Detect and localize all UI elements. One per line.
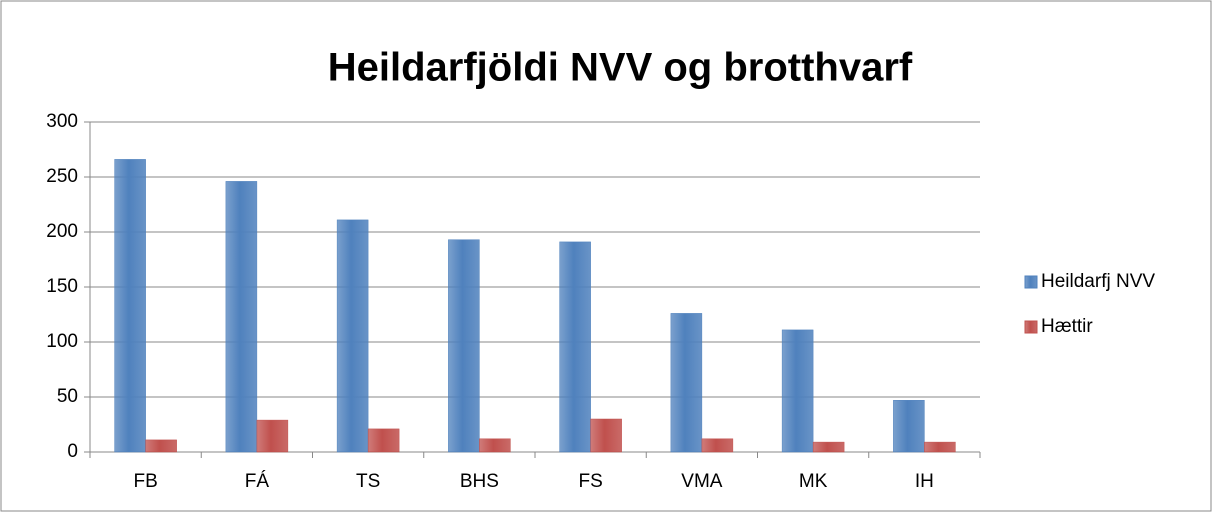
y-tick-label: 150	[46, 276, 78, 297]
bar	[225, 181, 258, 453]
bar	[924, 441, 956, 453]
x-tick-label: FÁ	[245, 471, 270, 492]
x-tick-label: VMA	[681, 471, 723, 492]
bar	[812, 441, 845, 453]
bar	[114, 159, 146, 453]
x-tick-label: IH	[915, 471, 934, 492]
bar	[559, 241, 591, 453]
bar	[670, 313, 703, 453]
y-tick-label: 200	[46, 221, 78, 242]
x-tick-label: MK	[799, 471, 828, 492]
legend-swatch	[1024, 275, 1038, 289]
bar	[367, 428, 400, 453]
y-tick-label: 100	[46, 331, 78, 352]
bar	[145, 439, 177, 453]
bar	[448, 239, 480, 453]
y-tick-label: 50	[57, 386, 78, 407]
legend-label: Heildarfj NVV	[1041, 271, 1155, 292]
bar	[336, 219, 369, 453]
x-tick-label: BHS	[460, 471, 499, 492]
legend-swatch	[1024, 320, 1038, 334]
chart-title: Heildarfjöldi NVV og brotthvarf	[328, 46, 913, 90]
y-tick-label: 300	[46, 111, 78, 132]
bar	[781, 329, 814, 453]
x-tick-label: FB	[133, 471, 157, 492]
y-tick-label: 0	[67, 441, 78, 462]
bar	[256, 419, 289, 453]
bar	[590, 418, 622, 453]
bar	[701, 438, 734, 453]
bar	[479, 438, 511, 453]
legend-label: Hættir	[1041, 316, 1093, 337]
x-tick-label: FS	[578, 471, 602, 492]
bar	[893, 400, 925, 453]
x-tick-label: TS	[356, 471, 380, 492]
y-tick-label: 250	[46, 166, 78, 187]
